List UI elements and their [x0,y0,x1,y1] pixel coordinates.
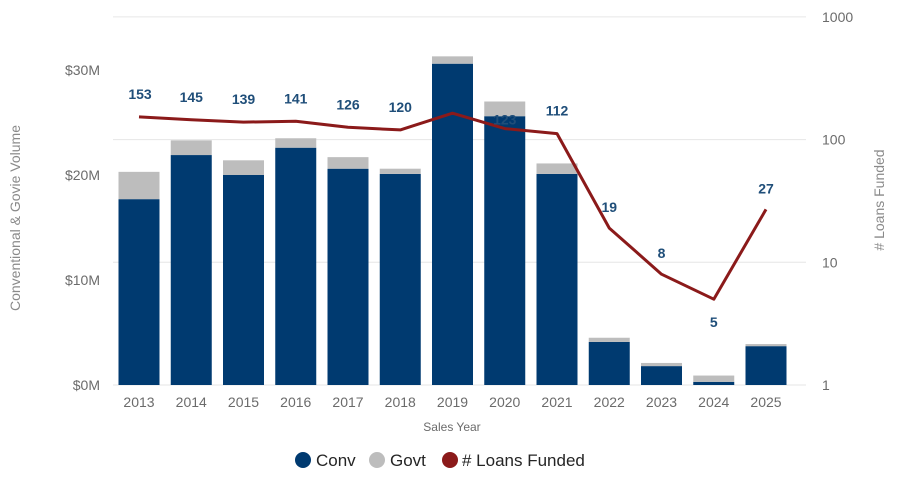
y2-tick-label: 10 [822,254,838,270]
y-tick-label: $10M [65,272,100,288]
x-tick-label: 2015 [228,394,259,410]
bar-conv-2021 [536,173,578,385]
loans-data-label: 139 [232,91,256,107]
bar-govt-2017 [327,157,369,169]
bar-govt-2020 [484,101,526,117]
legend-label-govt: Govt [390,451,426,470]
y-tick-label: $20M [65,167,100,183]
bar-conv-2024 [693,381,735,385]
axes: 1 10 100 1000 $0M $10M $20M $30M 2013 2014 2015 201… [65,9,853,410]
bar-conv-2023 [641,366,682,385]
loans-data-label: 120 [389,99,413,115]
y-axis-title: Conventional & Govie Volume [7,125,23,311]
y-tick-label: $30M [65,62,100,78]
loans-data-label: 145 [180,89,204,105]
x-tick-label: 2022 [594,394,625,410]
x-tick-label: 2018 [385,394,416,410]
bar-conv-2025 [745,346,787,385]
x-tick-label: 2013 [123,394,154,410]
bars [118,56,787,385]
y2-tick-label: 100 [822,132,846,148]
legend-marker-loans [442,452,458,468]
x-tick-label: 2025 [750,394,781,410]
y-tick-label: $0M [73,377,100,393]
x-tick-label: 2019 [437,394,468,410]
bar-conv-2013 [118,199,160,385]
bar-govt-2021 [536,163,578,174]
bar-govt-2025 [745,344,787,347]
bar-govt-2016 [275,138,317,148]
loans-data-label: 141 [284,90,308,106]
loans-line [138,111,768,301]
bar-conv-2017 [327,168,369,385]
legend-marker-conv [295,452,311,468]
bar-conv-2020 [484,116,526,385]
x-tick-label: 2014 [176,394,207,410]
legend-marker-govt [369,452,385,468]
x-tick-label: 2016 [280,394,311,410]
bar-govt-2018 [379,168,421,174]
bar-govt-2014 [170,140,212,156]
loans-data-label: 153 [128,86,152,102]
legend: Conv Govt # Loans Funded [295,451,585,470]
x-tick-label: 2021 [541,394,572,410]
x-tick-label: 2023 [646,394,677,410]
loans-data-label: 123 [493,112,517,128]
bar-conv-2014 [170,155,212,385]
loans-data-label: 5 [710,314,718,330]
bar-govt-2013 [118,171,160,200]
bar-govt-2022 [588,337,630,342]
y2-axis-title: # Loans Funded [871,149,887,250]
loans-data-label: 126 [336,96,360,112]
bar-conv-2016 [275,147,317,385]
legend-label-loans: # Loans Funded [462,451,585,470]
loans-funded-line [138,111,768,301]
bar-govt-2015 [223,160,264,175]
bar-govt-2019 [432,56,473,64]
bar-govt-2024 [693,375,735,382]
data-labels: 153 145 139 141 126 120 123 112 19 8 5 27 [128,86,774,330]
bar-conv-2018 [379,173,421,385]
x-tick-label: 2024 [698,394,729,410]
legend-label-conv: Conv [316,451,356,470]
loans-data-label: 112 [546,103,569,119]
x-tick-label: 2020 [489,394,520,410]
y2-tick-label: 1 [822,377,830,393]
x-tick-label: 2017 [332,394,363,410]
loans-data-label: 27 [758,180,774,196]
bar-govt-2023 [641,362,682,367]
loans-data-label: 8 [658,245,666,261]
y2-tick-label: 1000 [822,9,853,25]
x-axis-title: Sales Year [423,420,480,434]
loans-data-label: 19 [601,199,617,215]
bar-conv-2022 [588,341,630,385]
bar-conv-2015 [223,175,264,385]
